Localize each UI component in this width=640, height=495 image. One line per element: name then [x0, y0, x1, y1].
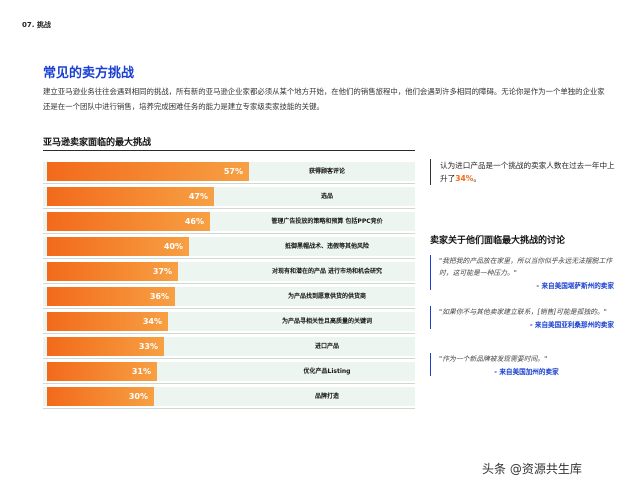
quote-source: - 来自美国堪萨斯州的卖家 [536, 282, 614, 290]
bar-row: 46% 管理广告投放的策略和预算 包括PPC竞价 [43, 212, 415, 231]
bar [47, 187, 214, 206]
watermark: 头条 @资源共生库 [482, 462, 582, 476]
quote-1: "我把我的产品放在家里，所以当你似乎永远无法摆脱工作时，这可能是一种压力。" -… [430, 255, 614, 290]
row-divider [43, 308, 415, 309]
quotes-title: 卖家关于他们面临最大挑战的讨论 [430, 236, 566, 246]
stat-text-after: 。 [473, 174, 481, 183]
bar-value-label: 57% [223, 167, 243, 176]
intro-paragraph: 建立亚马逊业务往往会遇到相同的挑战，所有新的亚马逊企业家都必须从某个地方开始，在… [43, 87, 605, 111]
chart-top-rule [43, 150, 415, 151]
row-divider [43, 208, 415, 209]
bar-value-label: 46% [184, 217, 204, 226]
quote-3: "作为一个新品牌被发现需要时间。" - 来自美国加州的卖家 [430, 353, 614, 376]
bar [47, 212, 210, 231]
bar [47, 237, 189, 256]
stat-text-before: 认为进口产品是一个挑战的卖家人数在过去一年中上升了 [440, 161, 615, 183]
quote-text: "如果你不与其他卖家建立联系，[销售]可能是孤独的。" [439, 308, 607, 316]
bar-value-label: 31% [131, 367, 151, 376]
bar-value-label: 37% [152, 267, 172, 276]
bar-category-label: 获得顾客评论 [308, 167, 345, 175]
row-divider [43, 183, 415, 184]
bar-value-label: 30% [128, 392, 148, 401]
row-divider [43, 258, 415, 259]
quote-source: - 来自美国亚利桑那州的卖家 [529, 321, 614, 329]
bar-row: 31% 优化产品Listing [43, 362, 415, 381]
row-divider [43, 383, 415, 384]
page-title: 常见的卖方挑战 [43, 66, 135, 81]
row-divider [43, 333, 415, 334]
bar [47, 337, 164, 356]
bar-category-label: 品牌打造 [314, 392, 339, 400]
quote-text: "作为一个新品牌被发现需要时间。" [439, 355, 548, 363]
bar-value-label: 34% [142, 317, 162, 326]
bar-category-label: 为产品找到愿意供货的供货商 [287, 292, 366, 300]
row-divider [43, 233, 415, 234]
bar-row: 34% 为产品寻相关性且高质量的关键词 [43, 312, 415, 331]
bar-row: 47% 选品 [43, 187, 415, 206]
stat-callout: 认为进口产品是一个挑战的卖家人数在过去一年中上升了34%。 [430, 159, 620, 185]
bar-value-label: 33% [138, 342, 158, 351]
bar [47, 262, 178, 281]
bar [47, 312, 168, 331]
bar-row: 33% 进口产品 [43, 337, 415, 356]
quote-2: "如果你不与其他卖家建立联系，[销售]可能是孤独的。" - 来自美国亚利桑那州的… [430, 306, 614, 329]
bar-category-label: 对现有和潜在的产品 进行市场和机会研究 [271, 267, 383, 275]
bar-category-label: 管理广告投放的策略和预算 包括PPC竞价 [271, 217, 383, 225]
bar-value-label: 47% [188, 192, 208, 201]
quote-text: "我把我的产品放在家里，所以当你似乎永远无法摆脱工作时，这可能是一种压力。" [439, 257, 613, 277]
bar-category-label: 优化产品Listing [303, 367, 351, 375]
bar [47, 162, 249, 181]
bar-value-label: 40% [163, 242, 183, 251]
bar-row: 30% 品牌打造 [43, 387, 415, 406]
bar-category-label: 为产品寻相关性且高质量的关键词 [281, 317, 372, 325]
bar-category-label: 进口产品 [314, 342, 339, 350]
section-tag: 07. 挑战 [22, 21, 51, 29]
bar [47, 387, 154, 406]
row-divider [43, 283, 415, 284]
bar [47, 287, 175, 306]
bar [47, 362, 157, 381]
quote-source: - 来自美国加州的卖家 [494, 368, 559, 376]
bar-value-label: 36% [149, 292, 169, 301]
bar-category-label: 抵御黑帽战术、违假等其他风险 [284, 242, 369, 250]
bar-category-label: 选品 [320, 192, 333, 200]
chart-title: 亚马逊卖家面临的最大挑战 [43, 138, 152, 148]
bar-row: 40% 抵御黑帽战术、违假等其他风险 [43, 237, 415, 256]
bar-row: 57% 获得顾客评论 [43, 162, 415, 181]
stat-text: 认为进口产品是一个挑战的卖家人数在过去一年中上升了34%。 [440, 159, 620, 185]
bar-row: 37% 对现有和潜在的产品 进行市场和机会研究 [43, 262, 415, 281]
bar-row: 36% 为产品找到愿意供货的供货商 [43, 287, 415, 306]
stat-highlight-value: 34% [455, 174, 474, 183]
row-divider [43, 358, 415, 359]
row-divider [43, 408, 415, 409]
